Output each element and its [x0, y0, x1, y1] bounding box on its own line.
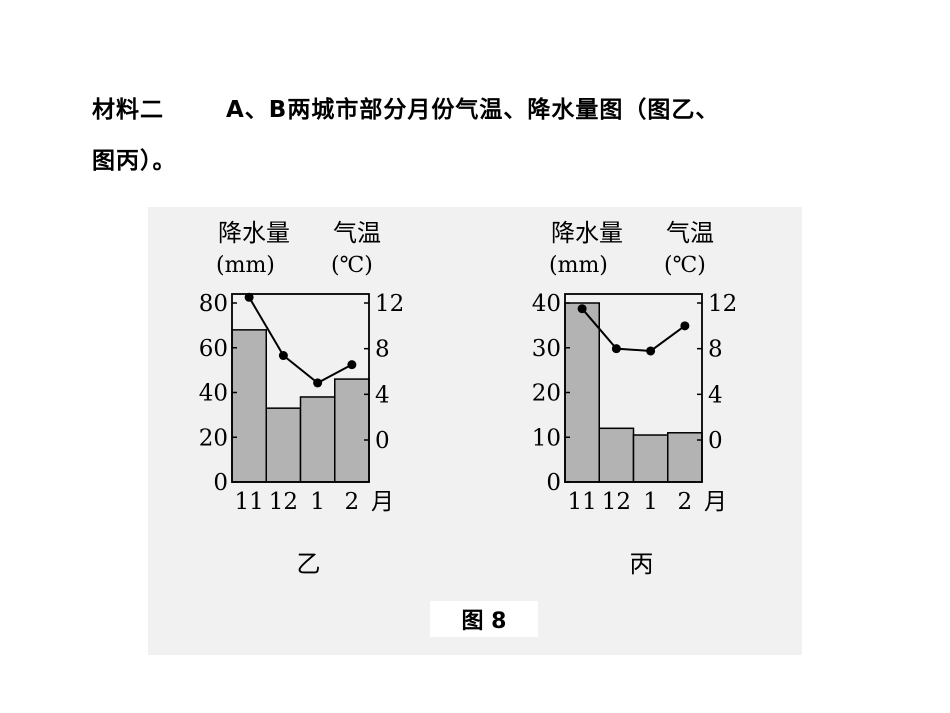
chart-2-plot-frame — [564, 293, 703, 483]
chart-1-temperature-point — [347, 360, 357, 370]
chart-2-left-tick-label: 30 — [532, 336, 561, 362]
chart-1-precip-bar — [265, 407, 302, 483]
chart-1-x-tick-label: 11 — [234, 489, 263, 515]
material-label: 材料二 — [92, 97, 164, 123]
chart-2-temperature-point — [577, 304, 587, 314]
chart-1-left-tick-label: 0 — [213, 470, 228, 496]
chart-1-right-axis-unit: (℃) — [331, 253, 373, 278]
chart-2-right-tick-label: 8 — [708, 337, 723, 363]
chart-2-right-tick-label: 12 — [708, 291, 737, 317]
chart-2-temperature-point — [646, 346, 656, 356]
chart-2-precip-bar — [667, 432, 703, 483]
chart-2-x-tick-label: 1 — [643, 489, 658, 515]
chart-1-left-tick-label: 80 — [199, 291, 228, 317]
chart-1-right-tick-label: 8 — [375, 337, 390, 363]
chart-2-left-tick-label: 20 — [532, 381, 561, 407]
chart-2-x-unit: 月 — [704, 489, 727, 515]
chart-2-precip-bar — [632, 434, 669, 483]
chart-1-precip-bar — [334, 378, 370, 483]
chart-1-plot-frame — [231, 293, 370, 483]
chart-2-x-tick-label: 12 — [602, 489, 631, 515]
material-intro-line-1: 材料二 A、B两城市部分月份气温、降水量图（图乙、 — [92, 90, 719, 124]
chart-2-panel-label: 丙 — [630, 550, 654, 578]
chart-2-left-tick-label: 10 — [532, 425, 561, 451]
chart-1-right-tick-label: 12 — [375, 291, 404, 317]
chart-2-temperature-line — [581, 308, 686, 352]
material-intro-line-2: 图丙）。 — [92, 148, 177, 174]
chart-2-right-axis-title: 气温 — [666, 219, 714, 247]
chart-2-x-tick-label: 2 — [678, 489, 693, 515]
chart-2-right-tick-label: 4 — [708, 382, 723, 408]
chart-2-x-tick-label: 11 — [567, 489, 596, 515]
chart-2-left-axis-title: 降水量 — [551, 219, 623, 247]
chart-2-left-tick-label: 0 — [546, 470, 561, 496]
chart-2-right-tick-label: 0 — [708, 428, 723, 454]
chart-1-left-axis-title: 降水量 — [218, 219, 290, 247]
chart-2-left-axis-unit: (mm) — [549, 253, 608, 278]
chart-2-temperature-point — [680, 321, 690, 331]
chart-1-x-tick-label: 2 — [345, 489, 360, 515]
chart-1-precip-bar — [231, 329, 267, 483]
chart-1-right-tick-label: 0 — [375, 428, 390, 454]
chart-1-x-tick-label: 1 — [310, 489, 325, 515]
chart-1-left-axis-unit: (mm) — [216, 253, 275, 278]
chart-2-temperature-point — [611, 344, 621, 354]
chart-1-x-unit: 月 — [371, 489, 394, 515]
chart-1-right-axis-title: 气温 — [333, 219, 381, 247]
chart-1-left-tick-label: 60 — [199, 336, 228, 362]
chart-2-left-tick-label: 40 — [532, 291, 561, 317]
material-description: A、B两城市部分月份气温、降水量图（图乙、 — [226, 97, 720, 123]
chart-1-temperature-point — [278, 351, 288, 361]
chart-1-panel-label: 乙 — [297, 550, 321, 578]
chart-1-x-tick-label: 12 — [269, 489, 298, 515]
chart-1-temperature-point — [313, 378, 323, 388]
climate-figure: 0 20 40 60 80 0 4 8 12 11 12 1 2 月降水量 (mm) 气温 (℃) 乙 0 10 20 3… — [148, 207, 802, 655]
chart-2-precip-bar — [598, 427, 635, 483]
chart-1-left-tick-label: 40 — [199, 381, 228, 407]
figure-caption: 图 8 — [430, 601, 538, 637]
chart-1-temperature-point — [244, 292, 254, 302]
chart-1-temperature-line — [248, 296, 353, 385]
chart-2-right-axis-unit: (℃) — [664, 253, 706, 278]
chart-1-right-tick-label: 4 — [375, 382, 390, 408]
chart-1-precip-bar — [299, 396, 336, 483]
chart-1-left-tick-label: 20 — [199, 425, 228, 451]
chart-2-precip-bar — [564, 302, 600, 483]
